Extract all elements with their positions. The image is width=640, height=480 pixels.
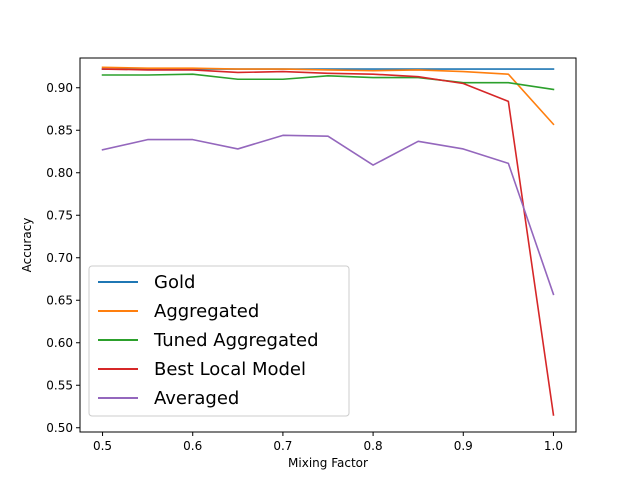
x-tick-label: 0.9 (454, 439, 473, 453)
legend: Gold Aggregated Tuned Aggregated Best Local… (88, 265, 350, 417)
y-tick-label: 0.60 (46, 336, 73, 350)
y-tick-label: 0.80 (46, 166, 73, 180)
legend-label: Aggregated (154, 301, 259, 322)
x-axis: 0.5 0.6 0.7 0.8 0.9 1.0 (93, 432, 563, 453)
legend-label: Gold (154, 272, 195, 293)
y-tick-label: 0.75 (46, 208, 73, 222)
legend-label: Tuned Aggregated (153, 330, 319, 351)
legend-label: Best Local Model (154, 359, 306, 380)
x-tick-label: 0.5 (93, 439, 112, 453)
series-line-best-local-model (101, 68, 555, 416)
x-tick-label: 0.8 (364, 439, 383, 453)
series-line-aggregated (101, 66, 555, 126)
y-axis-label: Accuracy (20, 218, 34, 273)
legend-frame (88, 265, 350, 417)
plot-frame (79, 57, 577, 433)
series-line-tuned-aggregated (101, 73, 555, 91)
y-tick-label: 0.70 (46, 251, 73, 265)
x-tick-label: 0.6 (183, 439, 202, 453)
legend-label: Averaged (154, 388, 239, 409)
x-tick-label: 0.7 (273, 439, 292, 453)
x-axis-label: Mixing Factor (288, 456, 368, 470)
y-tick-label: 0.85 (46, 123, 73, 137)
y-tick-label: 0.90 (46, 81, 73, 95)
series-line-averaged (101, 134, 555, 296)
x-tick-label: 1.0 (544, 439, 563, 453)
series-layer (101, 66, 555, 416)
y-tick-label: 0.55 (46, 378, 73, 392)
y-axis: 0.50 0.55 0.60 0.65 0.70 0.75 0.80 0.85 0.90 (46, 81, 80, 435)
y-tick-label: 0.50 (46, 421, 73, 435)
y-tick-label: 0.65 (46, 293, 73, 307)
